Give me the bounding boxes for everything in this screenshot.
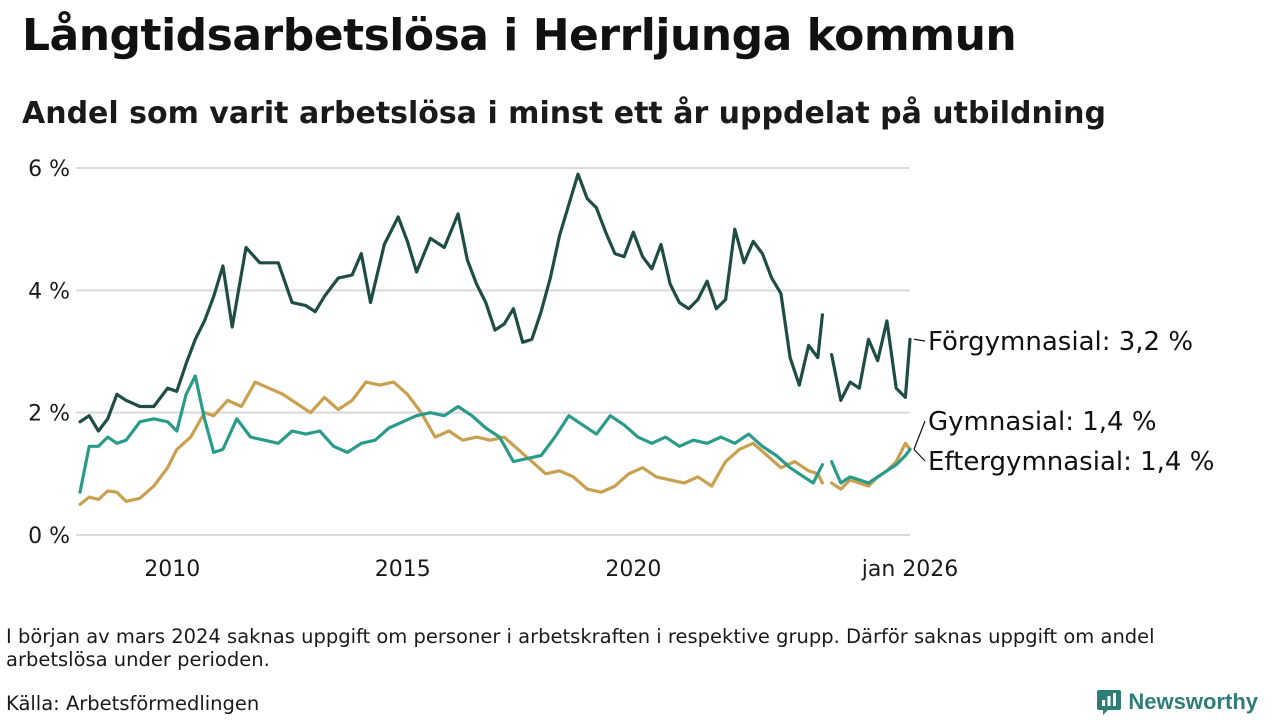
gridlines xyxy=(76,167,910,536)
series-line-förgymnasial xyxy=(78,172,912,433)
y-tick-label: 6 % xyxy=(28,157,70,182)
series-label-eftergymnasial: Eftergymnasial: 1,4 % xyxy=(928,447,1214,477)
chart-subtitle: Andel som varit arbetslösa i minst ett å… xyxy=(22,96,1106,131)
newsworthy-logo-icon xyxy=(1097,690,1122,715)
x-axis-ticks: 2010 2015 2020 jan 2026 xyxy=(144,557,958,582)
x-tick-label: 2015 xyxy=(375,557,431,582)
x-tick-label: jan 2026 xyxy=(861,557,959,582)
source-credit: Källa: Arbetsförmedlingen xyxy=(6,692,260,715)
label-leader-gymnasial xyxy=(913,420,926,450)
series-label-förgymnasial: Förgymnasial: 3,2 % xyxy=(928,327,1193,357)
x-tick-label: 2020 xyxy=(605,557,661,582)
brand-name: Newsworthy xyxy=(1128,689,1258,714)
label-leader-förgymnasial xyxy=(913,338,926,342)
chart-title: Långtidsarbetslösa i Herrljunga kommun xyxy=(22,10,1017,61)
footnote: I början av mars 2024 saknas uppgift om … xyxy=(6,625,1155,671)
y-tick-label: 0 % xyxy=(28,524,70,549)
brand-logo[interactable]: Newsworthy xyxy=(1096,688,1258,716)
label-leader-eftergymnasial xyxy=(913,448,926,462)
y-tick-label: 4 % xyxy=(28,279,70,304)
series-line-gymnasial xyxy=(78,380,912,506)
x-tick-label: 2010 xyxy=(144,557,200,582)
y-axis-ticks: 0 % 2 % 4 % 6 % xyxy=(28,157,70,549)
series-line-eftergymnasial xyxy=(78,374,912,494)
series-label-gymnasial: Gymnasial: 1,4 % xyxy=(928,407,1157,437)
line-chart: 0 % 2 % 4 % 6 % 2010 2015 2020 jan 2026 Förgym… xyxy=(28,157,1214,582)
series-lines xyxy=(78,172,912,506)
series-labels: Förgymnasial: 3,2 % Gymnasial: 1,4 % Efter… xyxy=(913,327,1214,477)
y-tick-label: 2 % xyxy=(28,402,70,427)
